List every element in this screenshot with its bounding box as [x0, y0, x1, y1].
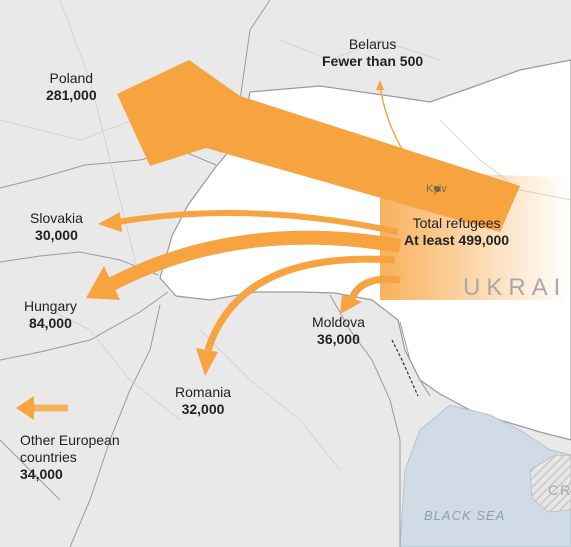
arrow-romania: [204, 255, 396, 352]
arrow-slovakia: [117, 210, 399, 235]
kyiv-label: Kyiv: [426, 183, 447, 195]
arrowhead-slovakia: [98, 212, 122, 232]
moldova-value: 36,000: [317, 331, 360, 347]
other-name-line1: Other European: [20, 432, 120, 448]
label-moldova: Moldova 36,000: [312, 314, 365, 348]
arrowhead-belarus: [376, 80, 384, 90]
moldova-name: Moldova: [312, 314, 365, 330]
total-label: Total refugees: [412, 215, 501, 231]
label-poland: Poland 281,000: [46, 70, 97, 104]
belarus-value: Fewer than 500: [322, 53, 424, 69]
other-value: 34,000: [20, 466, 63, 482]
label-belarus: Belarus Fewer than 500: [322, 36, 423, 70]
arrowhead-moldova: [340, 294, 362, 314]
slovakia-name: Slovakia: [30, 210, 83, 226]
total-value: At least 499,000: [404, 232, 510, 248]
kyiv-dot: [434, 186, 440, 192]
ukraine-label: UKRAI: [463, 274, 567, 301]
arrowhead-romania: [196, 348, 218, 376]
transnistria-border: [391, 339, 419, 397]
arrow-moldova: [348, 275, 401, 300]
label-romania: Romania 32,000: [175, 384, 231, 418]
arrowhead-hungary: [86, 266, 120, 300]
label-total-refugees: Total refugees At least 499,000: [404, 215, 509, 249]
poland-value: 281,000: [46, 87, 97, 103]
hungary-value: 84,000: [29, 315, 72, 331]
crimea-label: CR: [548, 482, 571, 498]
poland-name: Poland: [49, 70, 94, 86]
other-name-line2: countries: [20, 449, 77, 465]
arrow-hungary: [108, 230, 402, 291]
crimea-area: [529, 454, 571, 513]
slovakia-value: 30,000: [35, 227, 78, 243]
arrowhead-other-europe: [16, 396, 34, 420]
arrow-belarus: [379, 85, 441, 197]
label-slovakia: Slovakia 30,000: [30, 210, 83, 244]
label-other-europe: Other European countries 34,000: [20, 432, 120, 483]
black-sea-label: BLACK SEA: [424, 508, 506, 523]
romania-value: 32,000: [181, 401, 225, 417]
black-sea: [399, 404, 571, 547]
hungary-name: Hungary: [24, 298, 77, 314]
romania-name: Romania: [175, 384, 232, 400]
label-hungary: Hungary 84,000: [24, 298, 77, 332]
belarus-name: Belarus: [348, 36, 397, 52]
country-borders: [0, 0, 431, 547]
arrow-poland: [117, 60, 520, 232]
